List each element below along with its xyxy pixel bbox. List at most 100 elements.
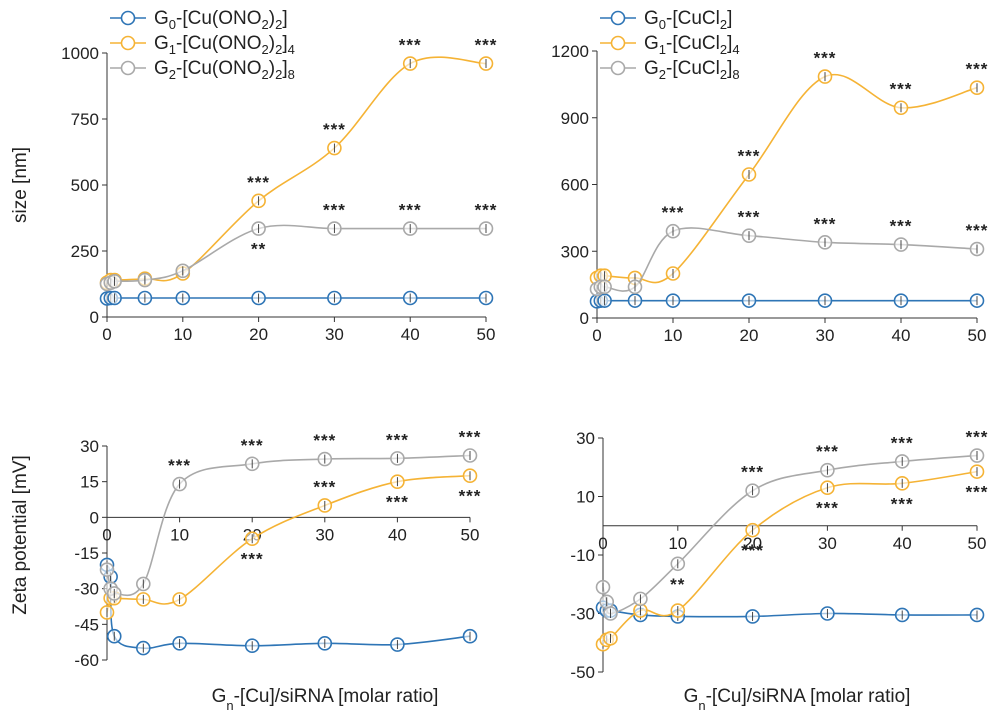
legend-chloride: G0-[CuCl2]G1-[CuCl2]4G2-[CuCl2]8 [600, 8, 740, 82]
data-point [136, 640, 151, 656]
data-point [820, 480, 835, 496]
data-point [741, 167, 757, 182]
data-point [603, 631, 618, 646]
x-tick-label: 50 [968, 326, 987, 345]
data-point [893, 293, 909, 308]
series-line [106, 454, 471, 597]
data-point [894, 607, 910, 623]
significance-label: ** [251, 240, 266, 259]
x-tick-label: 50 [968, 534, 987, 553]
data-point [172, 476, 187, 492]
data-point [820, 606, 835, 621]
y-tick-label: 750 [71, 110, 99, 129]
significance-label: *** [738, 146, 761, 165]
legend-swatch-marker [120, 10, 136, 26]
data-point [478, 56, 494, 71]
data-point [627, 293, 643, 308]
series-g2 [595, 448, 985, 621]
y-tick-label: 0 [90, 508, 99, 527]
x-tick-label: 50 [477, 325, 496, 344]
legend-label: G0-[CuCl2] [644, 8, 732, 32]
data-point [627, 279, 643, 295]
data-point [595, 579, 611, 595]
data-point [251, 193, 266, 209]
significance-label: *** [475, 36, 498, 55]
data-point [99, 605, 115, 620]
data-point [327, 290, 342, 306]
y-tick-label: 900 [561, 109, 589, 128]
data-point [894, 454, 910, 469]
significance-label: *** [386, 430, 409, 449]
y-tick-label: -15 [74, 544, 99, 563]
x-tick-label: 10 [668, 534, 687, 553]
panel-zeta-nitrate: -60-45-30-150153001020304050************… [74, 428, 480, 670]
legend-item-g2: G2-[CuCl2]8 [600, 58, 740, 82]
significance-label: *** [313, 477, 336, 496]
x-tick-label: 20 [743, 534, 762, 553]
series-line [596, 299, 977, 303]
y-tick-label: 1200 [551, 42, 589, 61]
y-tick-label: 0 [580, 309, 589, 328]
data-point [402, 221, 418, 236]
significance-label: *** [816, 499, 839, 518]
data-point [817, 69, 833, 84]
x-tick-label: 30 [816, 326, 835, 345]
series-line [596, 227, 978, 292]
significance-label: *** [313, 431, 336, 450]
series-line [602, 454, 978, 615]
legend-item-g1: G1-[Cu(ONO2)2]4 [110, 33, 295, 57]
series-g2 [99, 221, 494, 292]
x-tick-label: 40 [388, 525, 407, 544]
legend-label: G1-[Cu(ONO2)2]4 [154, 33, 295, 57]
significance-label: *** [241, 550, 264, 569]
data-point [817, 293, 833, 308]
y-axis-title-size: size [nm] [10, 147, 31, 223]
data-point [665, 293, 681, 308]
data-point [893, 100, 909, 116]
data-point [745, 522, 760, 538]
significance-label: *** [168, 456, 191, 475]
series-g0 [99, 290, 494, 306]
series-g1 [595, 464, 985, 652]
data-point [603, 606, 618, 621]
data-point [172, 592, 187, 607]
data-point [390, 637, 405, 652]
data-point [597, 293, 612, 308]
data-point [478, 290, 494, 306]
significance-label: *** [814, 214, 837, 233]
significance-label: *** [475, 201, 498, 220]
data-point [665, 266, 681, 281]
data-point [597, 279, 612, 295]
data-point [894, 476, 910, 491]
y-axis-title-zeta: Zeta potential [mV] [10, 455, 31, 614]
y-tick-label: 600 [561, 176, 589, 195]
panel-size-chloride: 0 300 600 900 1200 0 10 20 30 40 50 *** *** *** *** ***… [551, 42, 989, 345]
data-point [969, 293, 985, 308]
x-tick-label: 20 [249, 325, 268, 344]
x-tick-label: 0 [102, 325, 111, 344]
data-point [741, 293, 757, 308]
series-line [106, 474, 471, 613]
legend-nitrate: G0-[Cu(ONO2)2]G1-[Cu(ONO2)2]4G2-[Cu(ONO2… [110, 8, 295, 82]
legend-item-g2: G2-[Cu(ONO2)2]8 [110, 58, 295, 82]
significance-label: *** [241, 436, 264, 455]
series-g0 [595, 600, 985, 624]
legend-item-g0: G0-[Cu(ONO2)2] [110, 8, 288, 32]
data-point [317, 498, 333, 513]
y-tick-label: 0 [90, 308, 99, 327]
series-g2 [99, 448, 478, 601]
data-point [633, 591, 648, 607]
data-point [741, 228, 757, 243]
data-point [893, 237, 909, 252]
significance-label: *** [890, 80, 913, 99]
data-point [390, 451, 405, 466]
series-g2 [589, 223, 985, 297]
series-g0 [589, 293, 985, 309]
significance-label: *** [966, 60, 989, 79]
data-point [136, 592, 151, 607]
significance-label: *** [386, 493, 409, 512]
x-tick-label: 0 [592, 326, 601, 345]
significance-label: *** [662, 203, 685, 222]
data-point [244, 638, 260, 654]
legend-swatch-marker [610, 35, 626, 51]
